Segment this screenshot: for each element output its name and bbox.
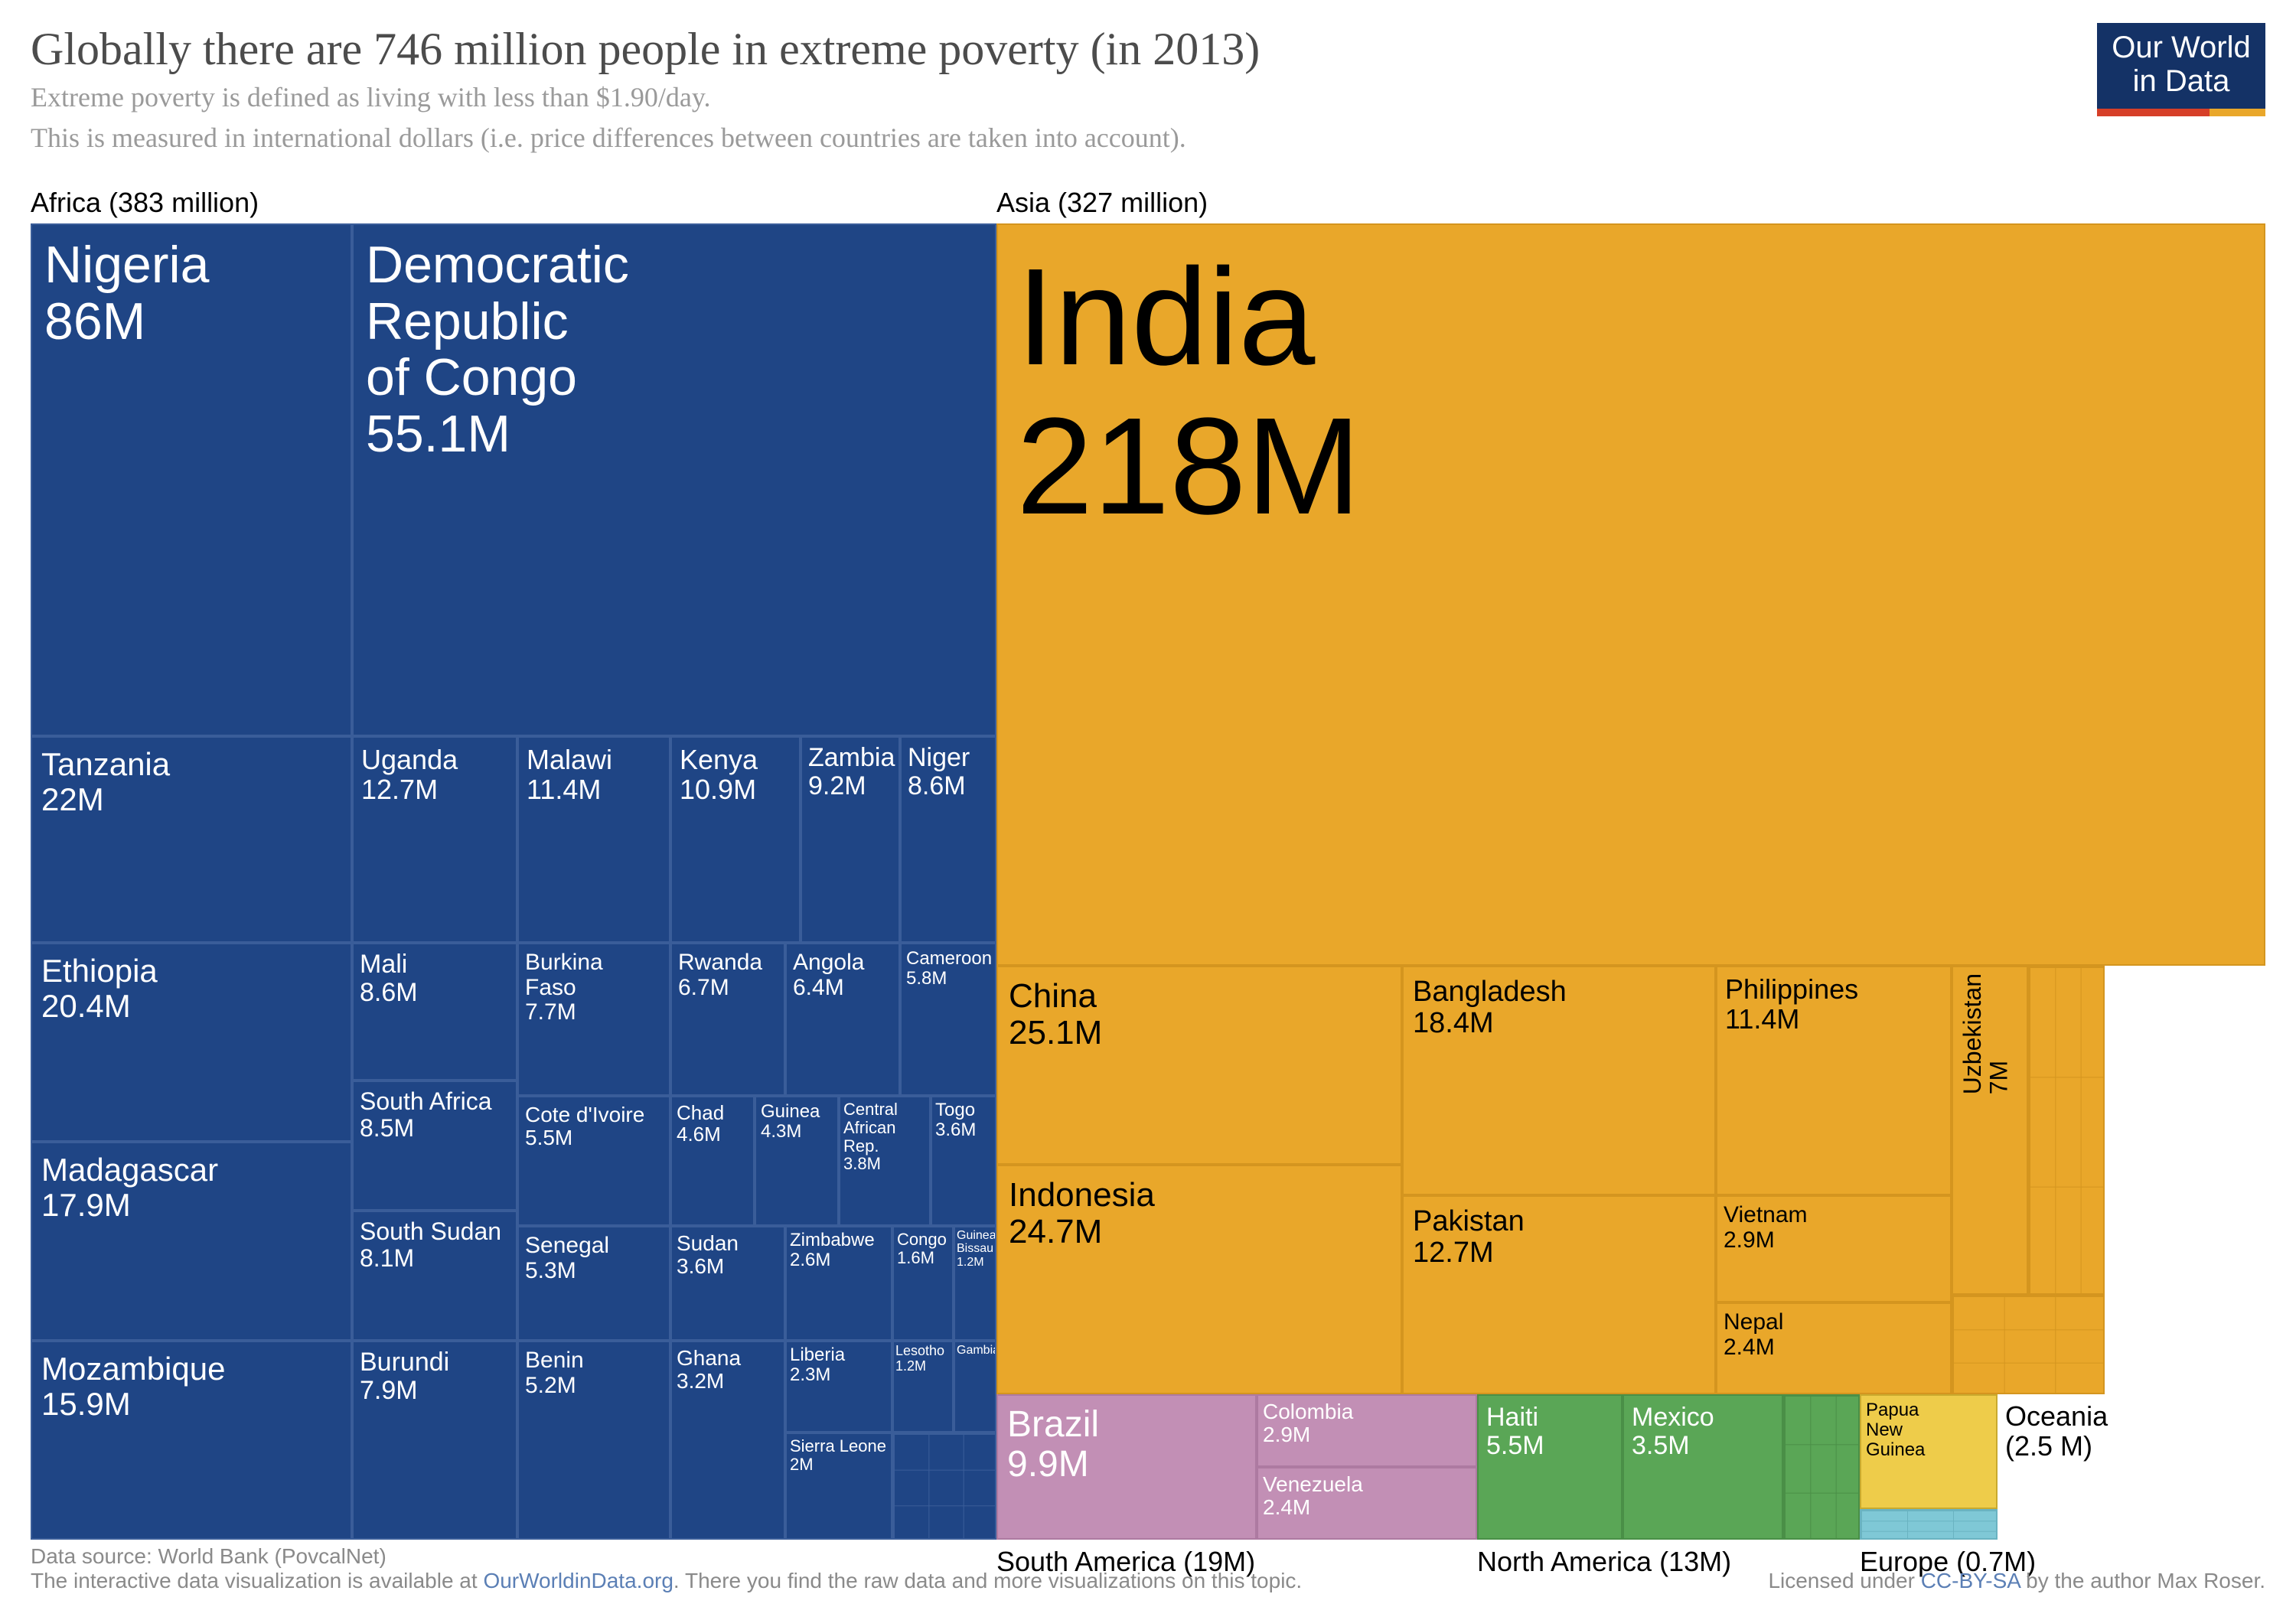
treemap-cell: Bangladesh18.4M [1402,966,1716,1195]
treemap-cell: Benin5.2M [517,1341,670,1540]
treemap-cell: Cameroon5.8M [900,943,996,1096]
treemap-cell: Nigeria86M [31,223,352,736]
owid-logo: Our World in Data [2097,23,2265,116]
footer-text-a: The interactive data visualization is av… [31,1569,483,1592]
treemap-cell: Madagascar17.9M [31,1142,352,1341]
subtitle-line-2: This is measured in international dollar… [31,119,2097,157]
region-label: Africa (383 million) [31,187,259,219]
treemap-cell: Lesotho1.2M [892,1341,954,1433]
treemap-cell [1783,1394,1860,1540]
treemap-cell: Brazil9.9M [996,1394,1257,1540]
treemap-cell: Pakistan12.7M [1402,1195,1716,1394]
treemap-cell: Malawi11.4M [517,736,670,943]
treemap-cell: Ghana3.2M [670,1341,785,1540]
treemap-cell: Uganda12.7M [352,736,517,943]
treemap-cell: CentralAfricanRep.3.8M [839,1096,931,1226]
treemap-cell: Burundi7.9M [352,1341,517,1540]
treemap-cell: Guinea4.3M [755,1096,839,1226]
treemap-cell: Colombia2.9M [1257,1394,1477,1467]
treemap-cell: Mexico3.5M [1623,1394,1783,1540]
license-text-a: Licensed under [1768,1569,1920,1592]
treemap-cell: Congo1.6M [892,1226,954,1341]
logo-line-1: Our World [2112,31,2251,64]
footer-link[interactable]: OurWorldinData.org [483,1569,673,1592]
treemap-cell: Indonesia24.7M [996,1165,1402,1394]
treemap-cell: Zambia9.2M [801,736,900,943]
treemap-chart: Nigeria86MDemocraticRepublicof Congo55.1… [31,223,2265,1540]
footer: Data source: World Bank (PovcalNet) The … [31,1544,2265,1593]
logo-line-2: in Data [2133,64,2230,98]
region-labels-top: Africa (383 million) Asia (327 million) [31,187,2265,223]
treemap-cell: China25.1M [996,966,1402,1165]
treemap-cell: Liberia2.3M [785,1341,892,1433]
treemap-cell: Nepal2.4M [1716,1302,1952,1394]
license-link[interactable]: CC-BY-SA [1921,1569,2020,1592]
subtitle-line-1: Extreme poverty is defined as living wit… [31,79,2097,116]
treemap-cell: Venezuela2.4M [1257,1467,1477,1540]
treemap-cell: GuineaBissau1.2M [954,1226,996,1341]
treemap-cell: Sudan3.6M [670,1226,785,1341]
treemap-cell: Ethiopia20.4M [31,943,352,1142]
treemap-cell: Togo3.6M [931,1096,996,1226]
treemap-cell: Haiti5.5M [1477,1394,1623,1540]
treemap-cell: India218M [996,223,2265,966]
treemap-cell [1952,1295,2105,1394]
license-text-b: by the author Max Roser. [2020,1569,2265,1592]
footer-text-b: . There you find the raw data and more v… [673,1569,1302,1592]
treemap-cell: Mozambique15.9M [31,1341,352,1540]
treemap-cell: Zimbabwe2.6M [785,1226,892,1341]
treemap-cell: Rwanda6.7M [670,943,785,1096]
oceania-label: Oceania(2.5 M) [1998,1394,2151,1540]
treemap-cell: Mali8.6M [352,943,517,1081]
treemap-cell: South Sudan8.1M [352,1211,517,1341]
treemap-cell: Angola6.4M [785,943,900,1096]
region-label: Asia (327 million) [996,187,1208,219]
treemap-cell: Tanzania22M [31,736,352,943]
treemap-cell: South Africa8.5M [352,1081,517,1211]
treemap-cell: PapuaNewGuinea [1860,1394,1998,1509]
page-title: Globally there are 746 million people in… [31,23,2097,76]
treemap-cell: Cote d'Ivoire5.5M [517,1096,670,1226]
treemap-cell [2028,966,2105,1295]
footer-source: Data source: World Bank (PovcalNet) [31,1544,1302,1569]
treemap-cell: Kenya10.9M [670,736,801,943]
treemap-cell [1860,1509,1998,1540]
treemap-cell: Philippines11.4M [1716,966,1952,1195]
treemap-cell: Gambia [954,1341,996,1433]
treemap-cell: Vietnam2.9M [1716,1195,1952,1302]
treemap-cell: Uzbekistan7M [1952,966,2028,1295]
treemap-cell: Chad4.6M [670,1096,755,1226]
treemap-cell: Niger8.6M [900,736,996,943]
treemap-cell: DemocraticRepublicof Congo55.1M [352,223,996,736]
treemap-cell [892,1433,996,1540]
treemap-cell: BurkinaFaso7.7M [517,943,670,1096]
treemap-cell: Senegal5.3M [517,1226,670,1341]
treemap-cell: Sierra Leone2M [785,1433,892,1540]
